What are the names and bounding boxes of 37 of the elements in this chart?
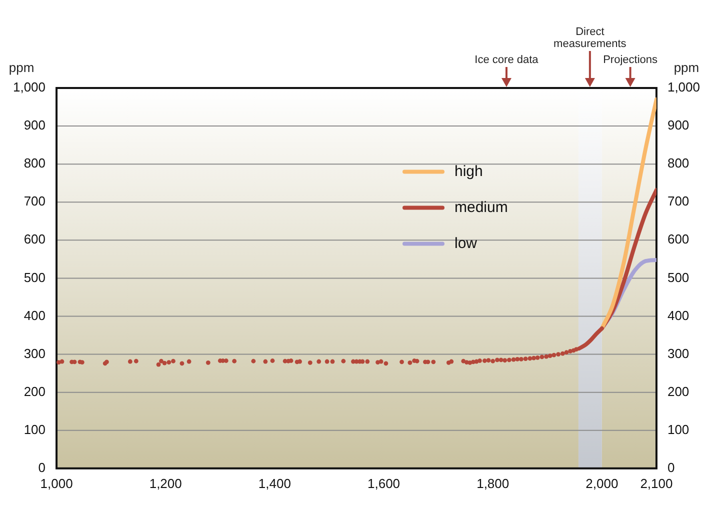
legend-label: medium xyxy=(454,198,508,216)
y-tick-label: 0 xyxy=(38,460,46,475)
y-tick-label: 400 xyxy=(24,308,46,323)
y2-tick-label: 500 xyxy=(667,270,690,285)
y-tick-label: 900 xyxy=(24,118,46,133)
x-tick-label: 2,100 xyxy=(640,476,673,491)
y-tick-label: 700 xyxy=(24,194,46,209)
y-tick-label: 1,000 xyxy=(12,80,46,95)
y-tick-label: 100 xyxy=(24,422,46,437)
x-tick-label: 2,000 xyxy=(586,476,618,491)
y2-tick-label: 400 xyxy=(667,308,690,323)
y2-tick-label: 200 xyxy=(667,384,690,399)
y-tick-label: 800 xyxy=(24,156,46,171)
y2-tick-label: 700 xyxy=(667,194,690,209)
y2-axis-title: ppm xyxy=(674,60,700,75)
x-tick-label: 1,600 xyxy=(367,476,400,491)
y2-tick-label: 300 xyxy=(667,346,690,361)
y2-tick-label: 1,000 xyxy=(667,80,700,95)
y2-tick-label: 800 xyxy=(667,156,690,171)
y2-tick-label: 0 xyxy=(667,460,675,475)
y-tick-label: 300 xyxy=(24,346,46,361)
x-tick-label: 1,200 xyxy=(149,476,182,491)
y-tick-label: 600 xyxy=(24,232,46,247)
y-axis-title: ppm xyxy=(8,60,34,75)
x-tick-label: 1,400 xyxy=(258,476,291,491)
y2-tick-label: 900 xyxy=(667,118,690,133)
legend-label: high xyxy=(454,162,483,180)
legend-label: low xyxy=(454,234,478,252)
annotation: Ice core data xyxy=(474,54,540,66)
x-tick-label: 1,800 xyxy=(476,476,510,491)
annotation: Direct measurements xyxy=(554,26,627,50)
x-tick-label: 1,000 xyxy=(40,476,73,491)
y2-tick-label: 100 xyxy=(667,422,690,437)
annotation: Projections xyxy=(603,54,658,66)
y2-tick-label: 600 xyxy=(667,232,690,247)
y-tick-label: 200 xyxy=(24,384,46,399)
y-tick-label: 500 xyxy=(24,270,46,285)
